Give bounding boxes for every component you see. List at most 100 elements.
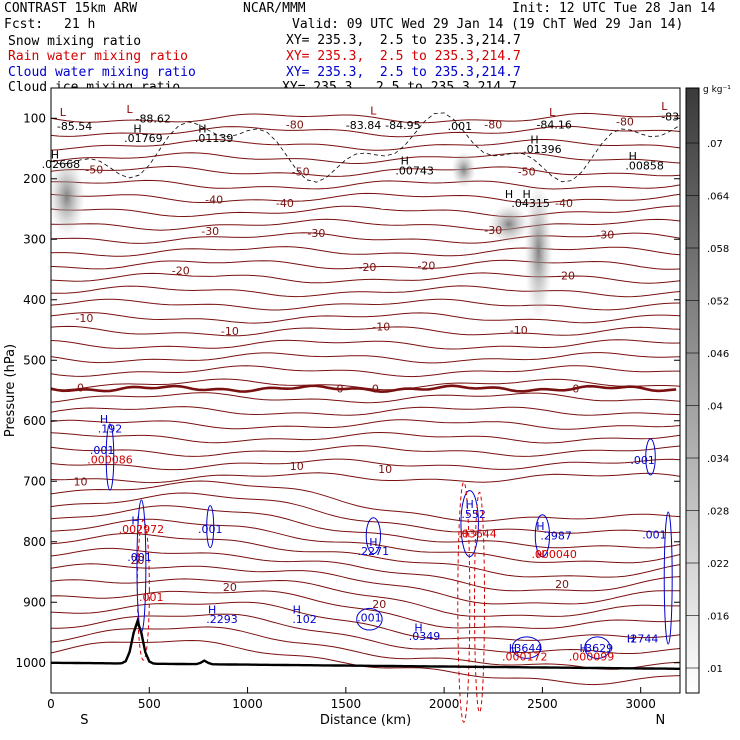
rain-water-contour	[457, 481, 471, 723]
extremum-label: L	[370, 104, 377, 117]
y-tick-label: 800	[23, 535, 46, 549]
extremum-label: -83.84	[346, 119, 381, 132]
cloud-water-contour	[511, 636, 542, 659]
xy-black: XY= 235.3, 2.5 to 235.3,214.7	[286, 33, 521, 48]
temperature-label: -50	[292, 165, 310, 178]
temperature-label: -10	[510, 324, 528, 337]
temperature-contour	[50, 626, 681, 670]
temperature-contour	[50, 285, 681, 298]
extremum-label: H	[466, 498, 474, 511]
cloud-water-contour	[105, 423, 115, 491]
colorbar-tick-label: .016	[707, 612, 729, 623]
extremum-label: L	[549, 106, 556, 119]
temperature-contour	[50, 445, 681, 457]
temperature-contour	[50, 312, 681, 324]
colorbar-tick-label: .058	[707, 244, 729, 255]
field-label-snow: Snow mixing ratio	[8, 34, 142, 49]
extremum-label: .001	[448, 120, 473, 133]
extremum-label: .3629	[582, 642, 614, 655]
y-tick-label: 500	[23, 353, 46, 367]
extremum-label: H	[629, 150, 637, 163]
extremum-label: L	[60, 106, 67, 119]
cloud-water-contour	[534, 514, 551, 558]
temperature-label: -50	[518, 165, 536, 178]
temperature-label: -30	[307, 227, 325, 240]
temperature-contour	[50, 192, 681, 204]
y-tick-label: 400	[23, 293, 46, 307]
temperature-contour	[50, 165, 681, 177]
north-label: N	[655, 713, 665, 728]
x-tick-label: 3000	[625, 697, 656, 711]
temperature-label: -40	[276, 197, 294, 210]
org-label: NCAR/MMM	[243, 1, 306, 16]
x-tick-label: 2500	[527, 697, 558, 711]
extremum-label: .001	[127, 551, 152, 564]
extremum-label: H	[523, 188, 531, 201]
temperature-contour	[50, 246, 681, 257]
temperature-label: 0	[336, 383, 343, 396]
temperature-label: 0	[77, 381, 84, 394]
colorbar-tick-label: .022	[707, 559, 729, 570]
y-tick-label: 100	[23, 111, 46, 125]
temperature-label: 0	[372, 383, 379, 396]
temperature-label: -80	[616, 115, 634, 128]
colorbar-tick-label: .028	[707, 507, 729, 518]
temperature-contour	[50, 125, 681, 138]
temperature-label: -20	[358, 261, 376, 274]
extremum-label: H	[401, 155, 409, 168]
temperature-contour	[50, 339, 681, 350]
colorbar-tick-label: .04	[707, 402, 723, 413]
init-time: Init: 12 UTC Tue 28 Jan 14	[512, 1, 716, 16]
field-label-rain: Rain water mixing ratio	[8, 49, 189, 64]
temperature-label: 20	[372, 598, 386, 611]
rain-water-contour	[136, 519, 150, 661]
extremum-label: H	[460, 527, 468, 540]
extremum-label: .001	[630, 454, 655, 467]
extremum-label: .3644	[511, 642, 543, 655]
extremum-label: .002972	[119, 523, 165, 536]
extremum-label: H	[131, 515, 139, 528]
colorbar-tick-label: .07	[707, 139, 723, 150]
temperature-contour	[50, 578, 680, 617]
temperature-label: 0	[572, 383, 579, 396]
y-tick-label: 900	[23, 595, 46, 609]
extremum-label: H	[198, 123, 206, 136]
temperature-label: -10	[221, 325, 239, 338]
temperature-label: -30	[596, 228, 614, 241]
fcst-value: 21 h	[64, 17, 96, 32]
temperature-contour	[50, 480, 681, 523]
x-axis-label: Distance (km)	[320, 713, 411, 728]
extremum-label: H	[505, 188, 513, 201]
extremum-label: H	[627, 633, 635, 646]
extremum-label: H	[536, 520, 544, 533]
temperature-label: -30	[201, 225, 219, 238]
temperature-label: 10	[378, 463, 392, 476]
temperature-contour	[50, 259, 681, 270]
extremum-label: .001	[139, 591, 164, 604]
extremum-label: H	[414, 622, 422, 635]
extremum-label: .2293	[206, 613, 238, 626]
temperature-contour	[50, 547, 681, 592]
terrain-line	[51, 617, 680, 670]
extremum-label: L	[127, 103, 134, 116]
extremum-label: .03644	[458, 527, 497, 540]
model-title: CONTRAST 15km ARW	[4, 1, 138, 16]
colorbar-unit: g kg⁻¹	[703, 85, 731, 95]
south-label: S	[80, 713, 88, 728]
fcst-label: Fcst:	[4, 17, 44, 32]
extremum-label: .000172	[502, 651, 548, 664]
extremum-label: .102	[292, 613, 317, 626]
extremum-label: -84.16	[536, 118, 571, 131]
extremum-label: .001	[198, 523, 223, 536]
extremum-label: L	[661, 100, 668, 113]
temperature-contour	[50, 112, 680, 124]
temperature-label: -50	[85, 164, 103, 177]
y-tick-label: 1000	[15, 656, 46, 670]
extremum-label: -83	[661, 110, 679, 123]
extremum-label: H	[293, 604, 301, 617]
extremum-label: .000040	[531, 548, 577, 561]
temperature-contour	[50, 232, 681, 244]
extremum-label: H	[100, 413, 108, 426]
y-tick-label: 700	[23, 474, 46, 488]
x-tick-label: 1000	[232, 697, 263, 711]
